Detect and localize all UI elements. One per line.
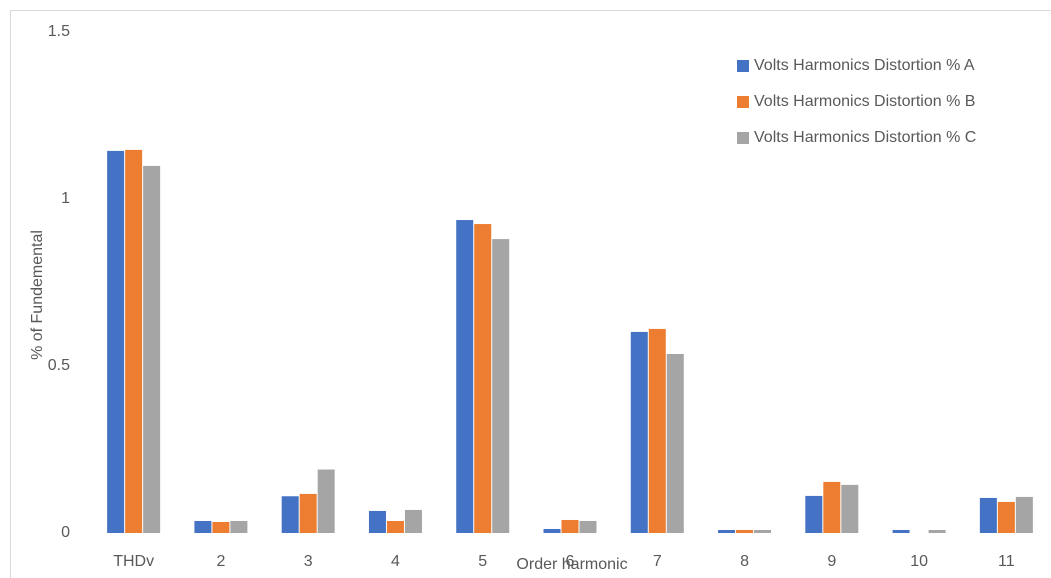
bar — [1015, 496, 1033, 533]
y-tick-label: 1.5 — [48, 23, 70, 40]
bar — [230, 520, 248, 533]
bar — [474, 224, 492, 534]
y-tick-label: 0 — [61, 524, 70, 541]
bar — [718, 529, 736, 533]
legend-label: Volts Harmonics Distortion % B — [754, 93, 975, 110]
x-tick-label: 11 — [998, 553, 1015, 570]
bar — [317, 469, 335, 533]
bar — [492, 239, 510, 533]
bar — [579, 520, 597, 533]
bar — [630, 331, 648, 533]
x-tick-label: 10 — [910, 553, 928, 570]
bar — [143, 165, 161, 533]
bar — [754, 529, 772, 533]
chart-frame — [10, 10, 1051, 578]
bar — [805, 495, 823, 533]
bar — [125, 149, 143, 534]
x-tick-label: 6 — [566, 553, 575, 570]
bar — [386, 520, 404, 533]
y-tick-label: 1 — [61, 190, 70, 207]
legend-label: Volts Harmonics Distortion % A — [754, 57, 975, 74]
x-tick-label: 9 — [827, 553, 836, 570]
y-tick-label: 0.5 — [48, 357, 70, 374]
bar — [666, 353, 684, 533]
x-tick-label: 2 — [216, 553, 225, 570]
bar — [892, 529, 910, 533]
bar — [281, 496, 299, 533]
bar — [212, 521, 230, 533]
x-tick-label: 5 — [478, 553, 487, 570]
bar — [194, 520, 212, 533]
bar — [841, 484, 859, 533]
bar — [368, 510, 386, 533]
bar — [561, 519, 579, 533]
bar — [107, 150, 125, 534]
x-tick-label: 7 — [653, 553, 662, 570]
bar — [648, 328, 666, 533]
bar — [456, 220, 474, 534]
y-axis-title: % of Fundemental — [29, 230, 46, 360]
bar — [736, 529, 754, 533]
bar — [299, 493, 317, 533]
legend-swatch — [737, 60, 749, 72]
x-tick-label: THDv — [113, 553, 154, 570]
x-axis-title: Order harmonic — [516, 556, 627, 573]
legend-label: Volts Harmonics Distortion % C — [754, 129, 976, 146]
bar — [997, 501, 1015, 533]
bar — [928, 529, 946, 533]
x-tick-label: 8 — [740, 553, 749, 570]
legend-swatch — [737, 132, 749, 144]
x-tick-label: 4 — [391, 553, 400, 570]
bar — [823, 481, 841, 533]
legend-swatch — [737, 96, 749, 108]
x-tick-label: 3 — [304, 553, 313, 570]
bar — [404, 509, 422, 533]
bar — [543, 528, 561, 533]
bar — [979, 497, 997, 533]
